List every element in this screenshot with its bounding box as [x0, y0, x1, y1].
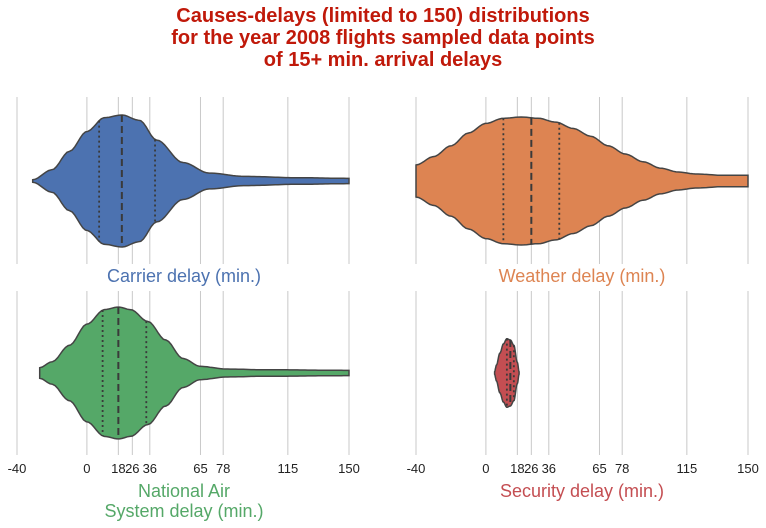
panel-axis-label: Security delay (min.)	[412, 481, 752, 501]
x-tick-label: 36	[542, 461, 556, 476]
x-tick-label: 115	[676, 461, 697, 476]
x-tick-label: 18	[111, 461, 125, 476]
title-line-1: Causes-delays (limited to 150) distribut…	[176, 5, 590, 27]
panel-label-line: Carrier delay (min.)	[106, 266, 262, 286]
x-tick-label: 65	[193, 461, 207, 476]
x-tick-label: 78	[615, 461, 629, 476]
panel-label-line: National Air	[137, 481, 231, 501]
x-tick-label: 36	[143, 461, 157, 476]
x-tick-label: 65	[592, 461, 606, 476]
violin-panel: -40 0 18 26 36 65 78 115 150	[8, 291, 360, 476]
panel-axis-label: Carrier delay (min.)	[14, 266, 354, 286]
x-tick-label: 78	[216, 461, 230, 476]
violin-panel: -40 0 18 26 36 65 78 115 150	[407, 291, 759, 476]
x-tick-label: 0	[83, 461, 90, 476]
chart-title: Causes-delays (limited to 150) distribut…	[0, 5, 766, 71]
violin-body	[31, 114, 350, 248]
x-tick-label: 18	[510, 461, 524, 476]
x-tick-label: 150	[338, 461, 360, 476]
panel-axis-label: National Air System delay (min.)	[14, 481, 354, 521]
x-tick-label: 150	[737, 461, 759, 476]
panel-axis-label: Weather delay (min.)	[412, 266, 752, 286]
x-tick-label: 26	[125, 461, 139, 476]
x-tick-label: 115	[277, 461, 298, 476]
panel-label-line: Weather delay (min.)	[498, 266, 666, 286]
violin-panel	[16, 97, 350, 264]
violin-panel	[415, 97, 749, 264]
x-tick-label: 0	[482, 461, 489, 476]
x-tick-label: -40	[8, 461, 27, 476]
violin-body	[415, 116, 749, 246]
panel-label-line: System delay (min.)	[104, 501, 264, 521]
title-line-3: of 15+ min. arrival delays	[263, 49, 503, 71]
violin-body	[38, 306, 350, 440]
title-line-2: for the year 2008 flights sampled data p…	[171, 27, 595, 49]
panel-label-line: Security delay (min.)	[499, 481, 665, 501]
x-tick-label: 26	[524, 461, 538, 476]
x-tick-label: -40	[407, 461, 426, 476]
